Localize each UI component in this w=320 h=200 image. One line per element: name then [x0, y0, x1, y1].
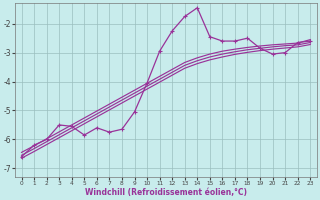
X-axis label: Windchill (Refroidissement éolien,°C): Windchill (Refroidissement éolien,°C)	[85, 188, 247, 197]
